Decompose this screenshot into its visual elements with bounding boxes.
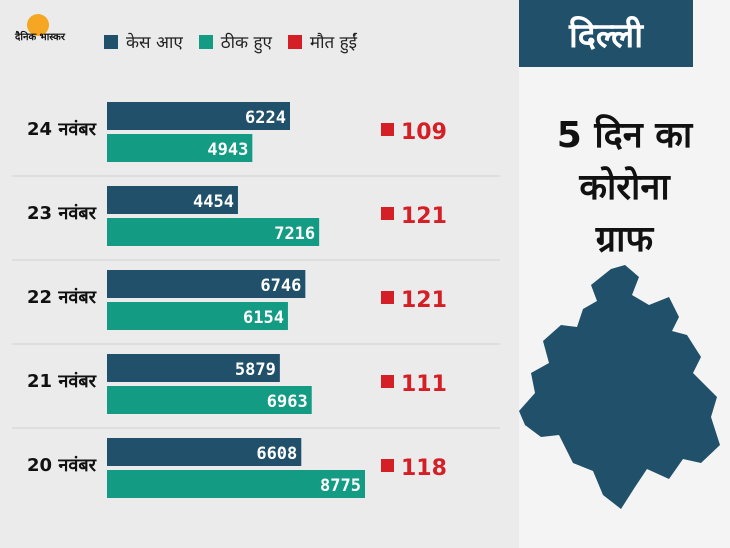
legend-swatch-cases bbox=[104, 34, 118, 49]
bar-cases bbox=[107, 438, 302, 466]
bar-recovered bbox=[107, 470, 365, 498]
bar-recovered bbox=[107, 302, 288, 330]
logo-text: दैनिक भास्कर bbox=[15, 32, 65, 43]
death-marker bbox=[381, 123, 394, 136]
panel-title-line-1: 5 दिन का bbox=[556, 115, 693, 156]
category-label: 22 नवंबर bbox=[27, 287, 97, 308]
bar-cases-value: 6224 bbox=[245, 108, 286, 128]
category-label: 23 नवंबर bbox=[27, 203, 97, 224]
legend-swatch-deaths bbox=[287, 34, 302, 49]
bar-recovered bbox=[107, 218, 320, 246]
bar-chart: 24 नवंबर 6224 4943 109 23 नवंबर 4454 7216 121 22… bbox=[12, 102, 500, 498]
bar-recovered-value: 8775 bbox=[320, 476, 361, 496]
bar-cases-value: 6746 bbox=[260, 276, 301, 296]
bar-recovered-value: 6154 bbox=[243, 308, 284, 328]
death-value: 121 bbox=[401, 204, 447, 229]
death-value: 118 bbox=[401, 456, 447, 481]
category-label: 21 नवंबर bbox=[27, 371, 97, 392]
category-label: 24 नवंबर bbox=[27, 119, 97, 140]
panel-title-line-3: ग्राफ bbox=[595, 219, 654, 260]
legend-swatch-recovered bbox=[198, 34, 213, 49]
death-value: 121 bbox=[401, 288, 447, 313]
legend-item-cases: केस आए bbox=[104, 30, 183, 53]
region-label: दिल्ली bbox=[519, 0, 693, 67]
legend-item-deaths: मौत हुईं bbox=[287, 30, 357, 53]
death-marker bbox=[381, 459, 394, 472]
delhi-map-icon bbox=[519, 265, 720, 509]
death-marker bbox=[381, 207, 394, 220]
legend-label-deaths: मौत हुईं bbox=[309, 33, 357, 53]
side-panel: दिल्ली 5 दिन का कोरोना ग्राफ bbox=[519, 0, 730, 548]
bar-cases bbox=[107, 186, 238, 214]
legend-label-cases: केस आए bbox=[126, 33, 183, 53]
bar-recovered-value: 7216 bbox=[274, 224, 315, 244]
bar-cases-value: 5879 bbox=[235, 360, 276, 380]
category-label: 20 नवंबर bbox=[27, 455, 97, 476]
legend-label-recovered: ठीक हुए bbox=[220, 33, 272, 53]
death-marker bbox=[381, 375, 394, 388]
chart-legend: केस आए ठीक हुए मौत हुईं bbox=[104, 30, 357, 53]
dainik-bhaskar-logo: दैनिक भास्कर bbox=[12, 14, 65, 58]
sun-icon bbox=[27, 14, 49, 36]
bar-cases bbox=[107, 102, 290, 130]
bar-cases bbox=[107, 354, 280, 382]
death-value: 111 bbox=[401, 372, 447, 397]
bar-recovered-value: 6963 bbox=[267, 392, 308, 412]
death-value: 109 bbox=[401, 120, 447, 145]
panel-title: 5 दिन का कोरोना ग्राफ bbox=[519, 110, 730, 266]
bar-recovered-value: 4943 bbox=[207, 140, 248, 160]
bar-recovered bbox=[107, 386, 312, 414]
bar-cases bbox=[107, 270, 306, 298]
bar-cases-value: 4454 bbox=[193, 192, 234, 212]
bar-cases-value: 6608 bbox=[256, 444, 297, 464]
legend-item-recovered: ठीक हुए bbox=[198, 30, 272, 53]
death-marker bbox=[381, 291, 394, 304]
bar-recovered bbox=[107, 134, 253, 162]
panel-title-line-2: कोरोना bbox=[579, 167, 670, 208]
